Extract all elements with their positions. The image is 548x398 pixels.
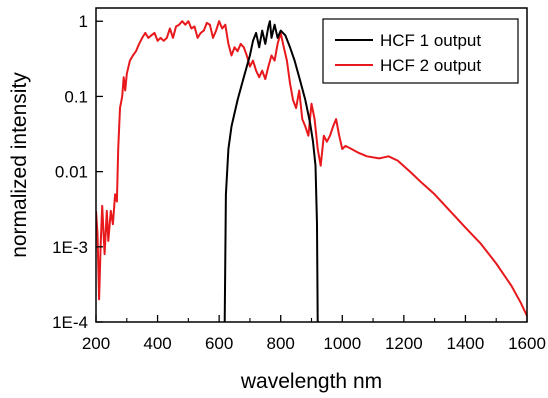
legend-label-hcf1: HCF 1 output — [380, 31, 481, 50]
series-layer — [96, 20, 527, 322]
x-tick-label: 600 — [205, 334, 233, 353]
legend-label-hcf2: HCF 2 output — [380, 56, 481, 75]
x-tick-label: 1600 — [508, 334, 546, 353]
y-tick-label: 1E-3 — [52, 238, 88, 257]
y-tick-label: 0.01 — [55, 163, 88, 182]
y-tick-label: 1 — [79, 12, 88, 31]
y-axis: 1 0.1 0.01 1E-3 1E-4 — [52, 12, 103, 332]
y-tick-label: 0.1 — [64, 87, 88, 106]
x-tick-label: 1000 — [323, 334, 361, 353]
legend-box — [322, 18, 519, 84]
y-axis-label: normalized intensity — [8, 72, 31, 258]
x-tick-label: 800 — [267, 334, 295, 353]
x-tick-label: 1400 — [447, 334, 485, 353]
x-axis: 200 400 600 800 1000 1200 1400 1600 — [82, 315, 546, 353]
x-tick-label: 200 — [82, 334, 110, 353]
x-tick-label: 400 — [143, 334, 171, 353]
series-line-hcf2 — [96, 20, 527, 317]
x-tick-label: 1200 — [385, 334, 423, 353]
y-tick-label: 1E-4 — [52, 313, 88, 332]
series-line-hcf1 — [223, 20, 319, 322]
legend: HCF 1 output HCF 2 output — [322, 18, 519, 84]
x-axis-label: wavelength nm — [240, 370, 382, 393]
